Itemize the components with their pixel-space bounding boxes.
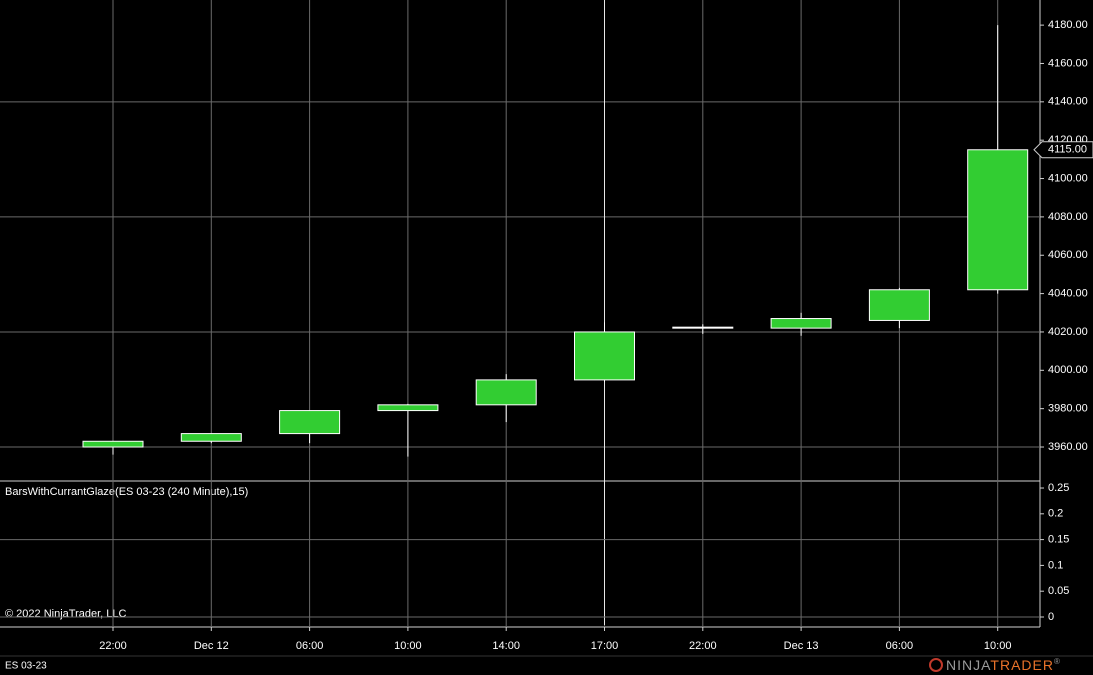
logo-ninja: NINJA [946, 657, 991, 673]
y-tick-label: 3980.00 [1048, 403, 1088, 415]
y-tick-label: 4140.00 [1048, 96, 1088, 108]
x-tick-label: 14:00 [492, 640, 520, 652]
logo-trader: TRADER [990, 657, 1054, 673]
candle-body [377, 404, 439, 412]
y-tick-label: 4100.00 [1048, 172, 1088, 184]
y-tick-label: 4160.00 [1048, 57, 1088, 69]
copyright: © 2022 NinjaTrader, LLC [5, 608, 126, 620]
x-tick-label: 06:00 [886, 640, 914, 652]
candle-body [180, 433, 242, 442]
y-tick-label: 3960.00 [1048, 441, 1088, 453]
y-tick-label: 4080.00 [1048, 211, 1088, 223]
x-tick-label: 10:00 [984, 640, 1012, 652]
last-price-marker [1033, 141, 1093, 159]
candle-body [574, 331, 635, 381]
logo-mark: ® [1054, 657, 1061, 666]
x-tick-label: 10:00 [394, 640, 422, 652]
y-tick-label: 0.25 [1048, 482, 1069, 494]
y-tick-label: 0 [1048, 611, 1054, 623]
indicator-title: BarsWithCurrantGlaze(ES 03-23 (240 Minut… [5, 486, 248, 498]
candle-body [82, 440, 144, 448]
y-tick-label: 0.2 [1048, 508, 1063, 520]
candle-body [868, 289, 930, 321]
last-price-label: 4115.00 [1048, 144, 1087, 156]
y-tick-label: 4040.00 [1048, 288, 1088, 300]
candle-body [672, 326, 734, 329]
y-tick-label: 4000.00 [1048, 364, 1088, 376]
x-tick-label: 17:00 [591, 640, 619, 652]
candle-body [770, 318, 832, 329]
y-tick-label: 4180.00 [1048, 19, 1088, 31]
y-tick-label: 0.1 [1048, 559, 1063, 571]
y-tick-label: 4060.00 [1048, 249, 1088, 261]
candle-body [475, 379, 537, 406]
y-tick-label: 4020.00 [1048, 326, 1088, 338]
instrument-label: ES 03-23 [5, 661, 47, 672]
x-tick-label: Dec 12 [194, 640, 229, 652]
x-tick-label: 06:00 [296, 640, 324, 652]
y-tick-label: 0.15 [1048, 534, 1069, 546]
x-tick-label: 22:00 [689, 640, 717, 652]
x-tick-label: Dec 13 [784, 640, 819, 652]
logo-icon [929, 658, 943, 672]
candle-body [279, 410, 341, 435]
candle-body [967, 149, 1029, 291]
y-tick-label: 0.05 [1048, 585, 1069, 597]
x-tick-label: 22:00 [99, 640, 127, 652]
logo: NINJATRADER® [946, 657, 1061, 673]
